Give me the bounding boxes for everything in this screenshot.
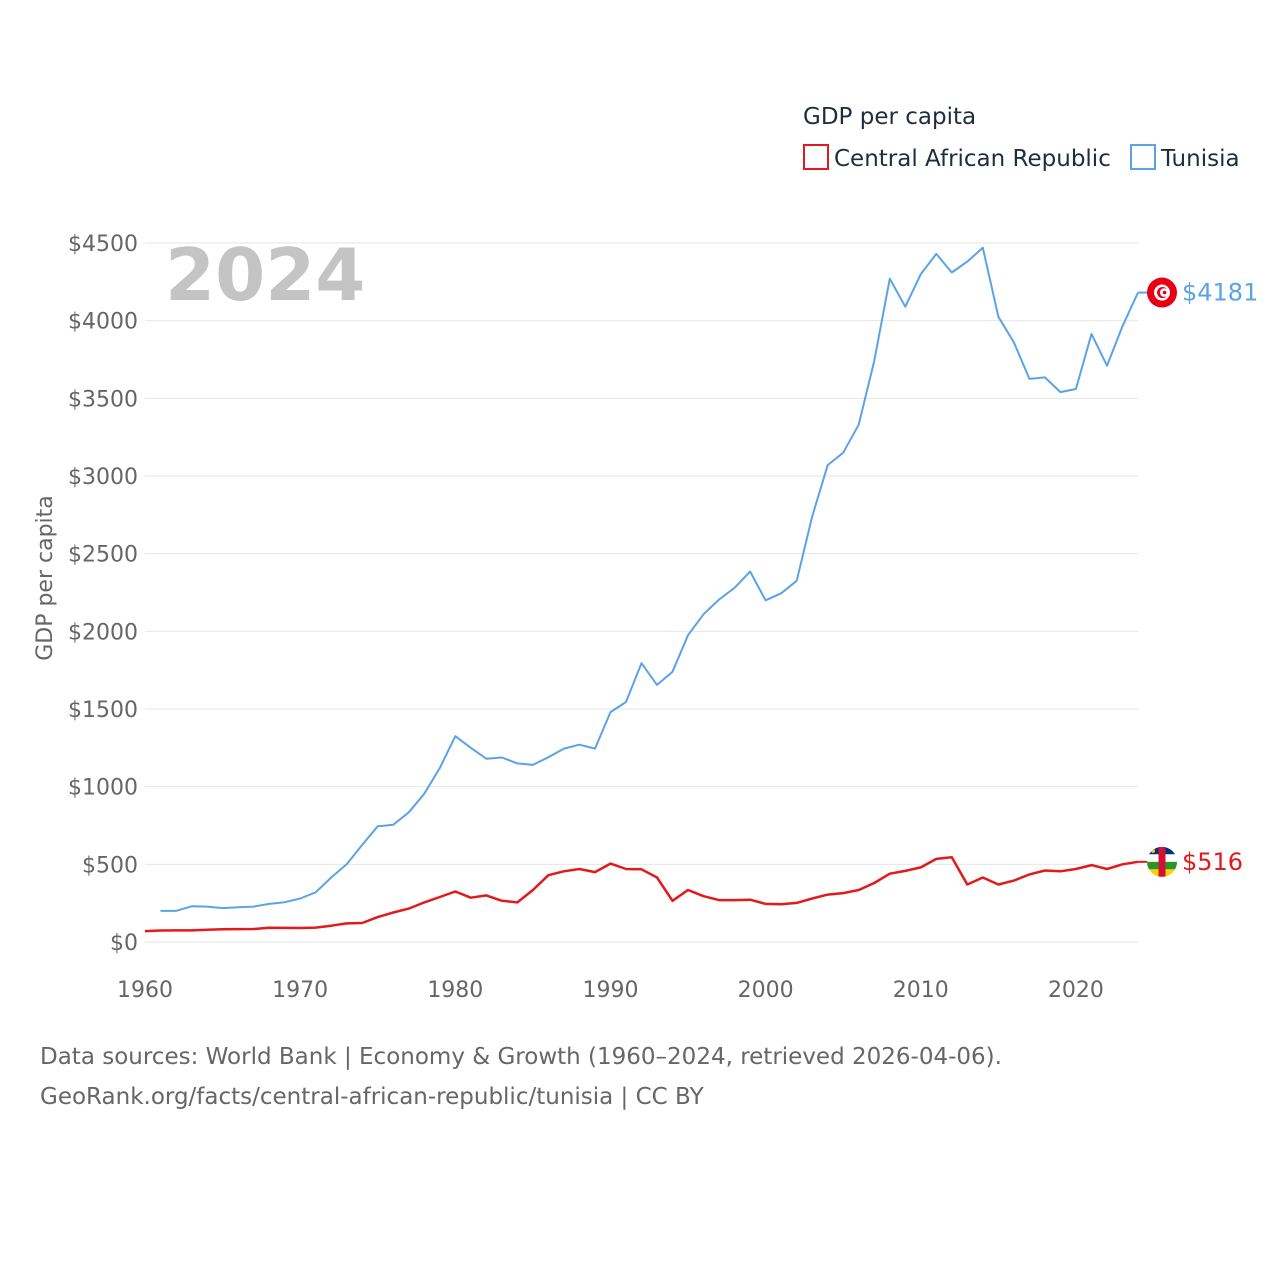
x-tick-label: 2020	[1048, 978, 1104, 1003]
series-lines	[144, 246, 1139, 933]
legend-title: GDP per capita	[803, 104, 976, 130]
x-tick-label: 1980	[427, 978, 483, 1003]
y-axis-label: GDP per capita	[33, 495, 58, 661]
legend-swatch-tunisia	[1130, 144, 1156, 170]
y-tick-label: $3500	[68, 387, 138, 412]
x-tick-label: 2000	[738, 978, 794, 1003]
central-african-republic-flag-icon	[1147, 846, 1177, 877]
end-value-label-central-african-republic: $516	[1182, 848, 1243, 876]
x-tick-label: 1960	[117, 978, 173, 1003]
series-line-tunisia	[160, 246, 1139, 912]
end-value-label-tunisia: $4181	[1182, 279, 1258, 307]
tunisia-flag-icon	[1147, 277, 1177, 308]
x-tick-label: 1970	[272, 978, 328, 1003]
end-markers: $516 $4181	[1138, 277, 1258, 877]
legend: GDP per capita Central African Republic …	[803, 104, 1240, 172]
year-overlay: 2024	[165, 233, 365, 317]
legend-label-central-african-republic: Central African Republic	[834, 146, 1111, 172]
series-line-central-african-republic	[144, 856, 1139, 933]
y-tick-label: $1500	[68, 698, 138, 723]
source-line: Data sources: World Bank | Economy & Gro…	[40, 1044, 1002, 1070]
y-axis-ticks: $0 $500 $1000 $1500 $2000 $2500 $3000 $3500 $400…	[68, 232, 138, 956]
legend-label-tunisia: Tunisia	[1160, 146, 1240, 172]
y-tick-label: $4500	[68, 232, 138, 257]
x-tick-label: 2010	[893, 978, 949, 1003]
y-tick-label: $500	[82, 853, 138, 878]
legend-swatch-central-african-republic	[803, 144, 829, 170]
y-tick-label: $1000	[68, 776, 138, 801]
y-tick-label: $0	[110, 931, 138, 956]
y-tick-label: $4000	[68, 310, 138, 335]
x-axis-ticks: 1960 1970 1980 1990 2000 2010 2020	[117, 978, 1104, 1003]
x-tick-label: 1990	[582, 978, 638, 1003]
grid-lines	[145, 242, 1138, 943]
source-url[interactable]: GeoRank.org/facts/central-african-republ…	[40, 1084, 704, 1110]
y-tick-label: $3000	[68, 465, 138, 490]
y-tick-label: $2000	[68, 620, 138, 645]
y-tick-label: $2500	[68, 543, 138, 568]
